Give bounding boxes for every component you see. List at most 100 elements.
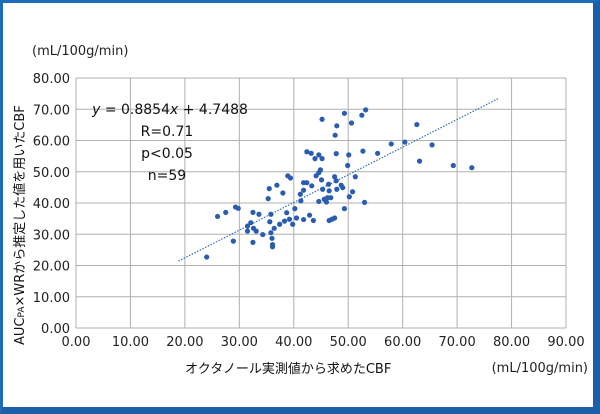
data-point xyxy=(316,152,322,158)
data-point xyxy=(332,215,338,221)
data-point xyxy=(346,152,352,158)
data-point xyxy=(304,149,310,155)
grid xyxy=(75,77,567,329)
data-point xyxy=(281,218,288,224)
data-point xyxy=(256,211,262,217)
data-point xyxy=(297,191,303,197)
data-point xyxy=(332,174,338,180)
data-point xyxy=(292,206,298,212)
data-point xyxy=(310,217,316,224)
data-point xyxy=(267,219,273,225)
data-point xyxy=(429,142,435,148)
x-tick-label: 0.00 xyxy=(62,335,91,350)
data-point xyxy=(333,178,339,184)
data-point xyxy=(250,209,256,215)
data-point xyxy=(414,121,420,128)
y-axis-label: AUCPA×WRから推定した値を用いたCBF xyxy=(12,105,28,345)
data-point xyxy=(334,123,340,129)
equation-annotation: y = 0.8854x + 4.7488 xyxy=(91,102,248,118)
n-annotation: n=59 xyxy=(148,168,186,184)
data-point xyxy=(469,165,475,171)
x-tick-label: 10.00 xyxy=(112,335,149,350)
data-point xyxy=(274,182,280,188)
data-point xyxy=(348,120,355,126)
data-point xyxy=(388,141,394,147)
data-point xyxy=(333,151,339,157)
data-point xyxy=(304,180,310,186)
y-tick-label: 30.00 xyxy=(33,228,70,243)
data-point xyxy=(346,194,352,200)
data-point xyxy=(260,231,266,238)
data-point xyxy=(323,199,330,205)
data-point xyxy=(326,181,332,187)
data-point xyxy=(284,210,290,216)
data-point xyxy=(277,221,283,227)
data-point xyxy=(308,150,314,156)
x-axis-label: オクタノール実測値から求めたCBF xyxy=(185,361,391,377)
x-tick-labels: 0.00 10.00 20.00 30.00 40.00 50.00 60.00 70.00 8… xyxy=(62,335,585,350)
data-point xyxy=(349,189,356,195)
data-point xyxy=(306,212,313,218)
y-tick-label: 40.00 xyxy=(33,197,70,212)
data-point xyxy=(223,209,229,215)
x-tick-label: 70.00 xyxy=(439,335,476,350)
data-point xyxy=(341,110,348,116)
data-point xyxy=(248,220,254,226)
data-point xyxy=(300,216,307,223)
data-point xyxy=(235,205,241,211)
data-point xyxy=(361,199,368,205)
data-point xyxy=(332,132,338,138)
y-tick-label: 0.00 xyxy=(41,322,70,337)
data-point xyxy=(271,225,277,231)
data-point xyxy=(416,158,423,164)
data-point xyxy=(290,221,296,227)
y-tick-label: 80.00 xyxy=(33,72,70,87)
y-unit: (mL/100g/min) xyxy=(32,44,128,59)
r-annotation: R=0.71 xyxy=(141,124,194,140)
x-tick-label: 80.00 xyxy=(493,335,530,350)
data-point xyxy=(375,150,381,156)
y-tick-label: 50.00 xyxy=(33,166,70,181)
data-point xyxy=(363,107,369,113)
y-tick-label: 60.00 xyxy=(33,135,70,150)
y-tick-label: 20.00 xyxy=(33,260,70,275)
data-point xyxy=(345,162,351,169)
data-point xyxy=(309,183,315,189)
data-point xyxy=(319,156,325,162)
data-point xyxy=(318,177,325,183)
data-point xyxy=(244,228,251,234)
data-point xyxy=(402,139,408,145)
data-point xyxy=(450,162,456,169)
data-point xyxy=(266,186,272,192)
data-point xyxy=(359,112,365,118)
data-point xyxy=(286,216,293,222)
data-points xyxy=(204,107,475,260)
x-tick-label: 40.00 xyxy=(275,335,312,350)
x-unit: (mL/100g/min) xyxy=(492,361,588,376)
data-point xyxy=(340,185,346,191)
x-tick-label: 50.00 xyxy=(330,335,367,350)
x-tick-label: 60.00 xyxy=(384,335,421,350)
data-point xyxy=(250,239,256,245)
data-point xyxy=(269,235,275,241)
data-point xyxy=(320,186,326,192)
data-point xyxy=(253,228,259,234)
x-tick-label: 30.00 xyxy=(221,335,258,350)
data-point xyxy=(328,195,334,201)
data-point xyxy=(269,244,276,250)
y-tick-labels: 0.00 10.00 20.00 30.00 40.00 50.00 60.00 70.00 8… xyxy=(33,72,70,337)
data-point xyxy=(316,198,322,205)
data-point xyxy=(265,196,271,202)
data-point xyxy=(352,174,358,180)
p-annotation: p<0.05 xyxy=(141,146,193,162)
data-point xyxy=(326,188,332,194)
data-point xyxy=(317,167,324,173)
data-point xyxy=(298,198,304,204)
x-tick-label: 20.00 xyxy=(166,335,203,350)
data-point xyxy=(334,186,340,192)
data-point xyxy=(360,148,366,154)
data-point xyxy=(244,223,251,229)
data-point xyxy=(214,213,221,220)
